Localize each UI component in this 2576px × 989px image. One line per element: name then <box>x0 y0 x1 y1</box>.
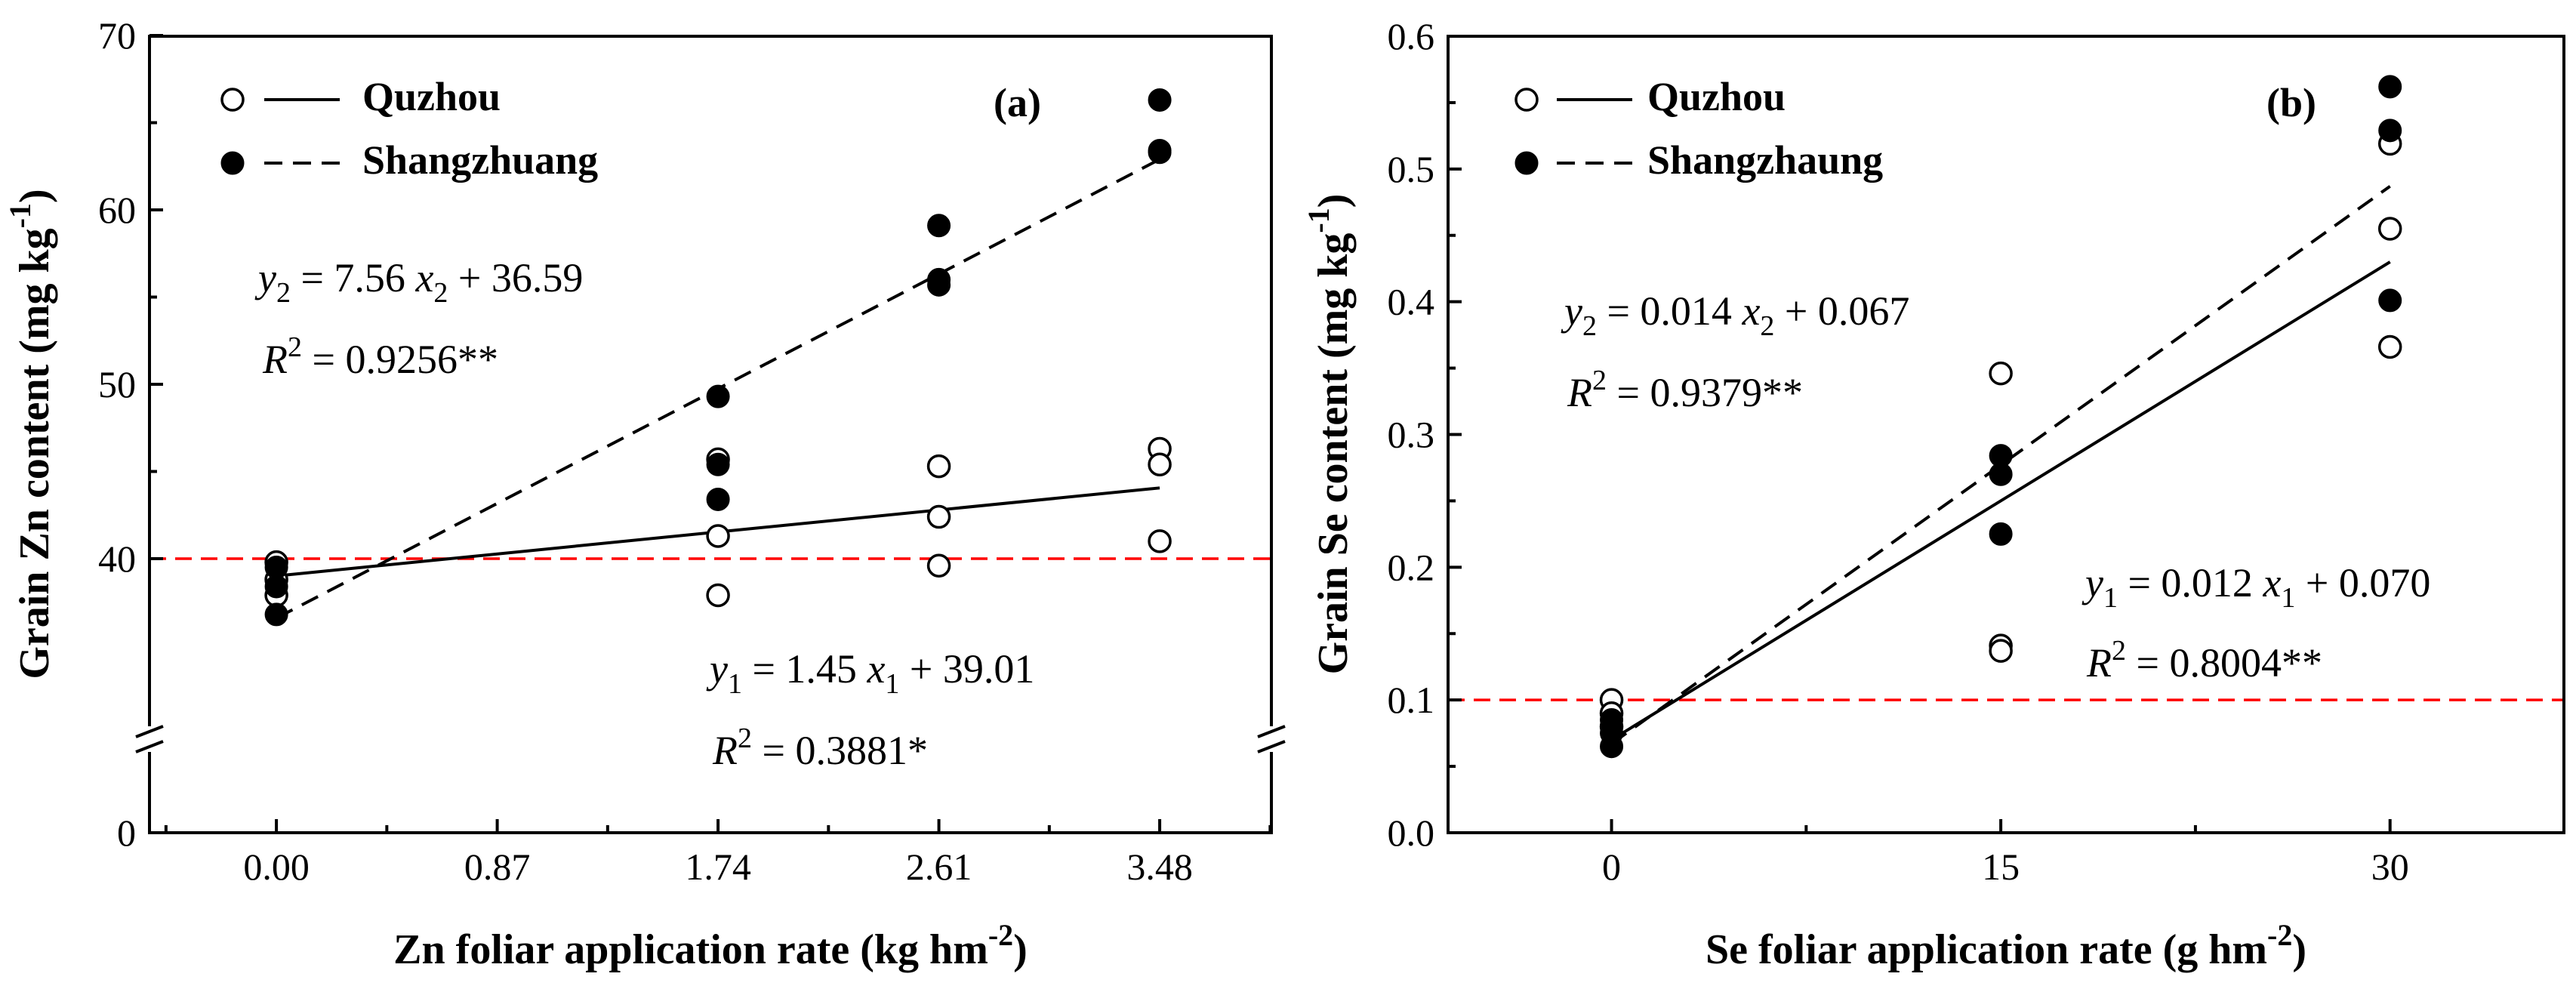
fit-lines-b <box>1610 185 2391 745</box>
legend-b-quzhou-marker <box>1514 88 1539 112</box>
y-tick-label-b-2: 0.2 <box>1388 546 1435 588</box>
panel-b: 0 15 30 0.0 0.1 0.2 0.3 0.4 0.5 0.6 Quzhou Shang… <box>1302 15 2565 973</box>
equation-b-y2: y2 = 0.014 x2 + 0.067 <box>1561 288 1909 342</box>
legend-a-shangzhuang-marker <box>220 151 245 175</box>
point-a-quzhou-4 <box>706 524 730 548</box>
point-b-shangzhaung-4 <box>1989 462 2013 486</box>
legend-b: Quzhou Shangzhaung <box>1514 74 1883 183</box>
y-ticks-a: 0 40 50 60 70 <box>98 14 163 854</box>
point-a-shangzhuang-1 <box>264 575 288 599</box>
point-b-shangzhaung-7 <box>2378 119 2402 143</box>
equation-b-r2-2: R2 = 0.9379** <box>1567 365 1803 415</box>
point-a-quzhou-5 <box>706 583 730 608</box>
point-a-shangzhuang-6 <box>927 214 951 238</box>
legend-a-quzhou-marker <box>220 88 245 112</box>
x-tick-label-b-1: 15 <box>1982 846 2020 888</box>
y-tick-label-b-5: 0.5 <box>1388 148 1435 190</box>
x-ticks-a: 0.00 0.87 1.74 2.61 3.48 <box>164 819 1272 888</box>
y-ticks-b: 0.0 0.1 0.2 0.3 0.4 0.5 0.6 <box>1388 15 1462 854</box>
y-tick-label-b-6: 0.6 <box>1388 15 1435 57</box>
y-tick-label-b-0: 0.0 <box>1388 812 1435 854</box>
plot-frame-a <box>148 35 1273 834</box>
point-a-quzhou-11 <box>1148 529 1172 553</box>
x-tick-label-b-2: 30 <box>2371 846 2409 888</box>
point-a-shangzhuang-0 <box>264 556 288 580</box>
data-points-a <box>264 88 1172 627</box>
point-a-shangzhuang-2 <box>264 602 288 627</box>
axis-break-mark-left-2 <box>135 740 164 753</box>
y-tick-label-b-4: 0.4 <box>1388 281 1435 323</box>
x-tick-label-a-4: 3.48 <box>1126 846 1193 888</box>
x-tick-label-a-2: 1.74 <box>685 846 751 888</box>
point-a-quzhou-6 <box>926 454 951 479</box>
axis-break-mark-right-1 <box>1257 725 1286 738</box>
point-b-quzhou-3 <box>1989 361 2013 386</box>
point-a-quzhou-7 <box>926 504 951 529</box>
axis-break-mark-left-1 <box>135 725 164 738</box>
point-a-quzhou-10 <box>1148 452 1172 477</box>
panel-label-b: (b) <box>2266 80 2316 125</box>
x-tick-label-b-0: 0 <box>1602 846 1621 888</box>
fit-line-b-quzhou <box>1610 260 2391 741</box>
axis-break-mark-right-2 <box>1257 740 1286 753</box>
equation-a-y2: y2 = 7.56 x2 + 36.59 <box>254 255 583 309</box>
equation-b-y1: y1 = 0.012 x1 + 0.070 <box>2081 560 2430 614</box>
x-tick-label-a-1: 0.87 <box>464 846 531 888</box>
legend-b-shangzhaung-marker <box>1514 151 1539 175</box>
x-axis-label-a: Zn foliar application rate (kg hm-2) <box>393 918 1028 973</box>
point-b-quzhou-7 <box>2377 217 2402 241</box>
point-a-shangzhuang-9 <box>1148 88 1172 112</box>
point-a-shangzhuang-5 <box>706 487 730 511</box>
legend-a: Quzhou Shangzhuang <box>220 74 598 183</box>
y-axis-label-a: Grain Zn content (mg kg-1) <box>3 189 58 679</box>
y-tick-label-b-1: 0.1 <box>1388 679 1435 721</box>
equation-a-y1: y1 = 1.45 x1 + 39.01 <box>706 646 1034 700</box>
equation-b-r2-1: R2 = 0.8004** <box>2086 635 2322 686</box>
point-b-shangzhaung-8 <box>2378 288 2402 313</box>
fit-line-b-shangzhaung <box>1610 185 2391 745</box>
panel-a: 0.00 0.87 1.74 2.61 3.48 0 40 50 60 70 Quzhou Sh… <box>3 14 1286 973</box>
y-axis-label-b: Grain Se content (mg kg-1) <box>1302 194 1357 675</box>
point-b-shangzhaung-6 <box>2378 75 2402 99</box>
x-ticks-b: 0 15 30 <box>1602 819 2409 888</box>
equation-a-r2-2: R2 = 0.9256** <box>262 331 498 382</box>
point-a-shangzhuang-4 <box>706 452 730 476</box>
y-tick-label-b-3: 0.3 <box>1388 414 1435 456</box>
legend-a-shangzhuang-label: Shangzhuang <box>362 137 598 183</box>
y-tick-label-a-2: 50 <box>98 363 136 405</box>
point-a-shangzhuang-11 <box>1148 140 1172 165</box>
y-tick-label-a-0: 0 <box>117 812 136 854</box>
y-tick-label-a-4: 70 <box>98 14 136 57</box>
x-axis-label-b: Se foliar application rate (g hm-2) <box>1706 918 2306 973</box>
x-tick-label-a-3: 2.61 <box>906 846 972 888</box>
point-a-shangzhuang-8 <box>927 273 951 297</box>
point-b-quzhou-5 <box>1989 639 2013 663</box>
point-a-quzhou-8 <box>926 553 951 578</box>
y-tick-label-a-1: 40 <box>98 538 136 580</box>
legend-b-shangzhaung-label: Shangzhaung <box>1647 137 1883 183</box>
point-b-shangzhaung-2 <box>1600 735 1624 759</box>
equation-a-r2-1: R2 = 0.3881* <box>712 722 928 773</box>
point-b-quzhou-8 <box>2377 334 2402 359</box>
y-tick-label-a-3: 60 <box>98 189 136 231</box>
x-tick-label-a-0: 0.00 <box>243 846 310 888</box>
panel-label-a: (a) <box>994 80 1041 125</box>
legend-a-quzhou-label: Quzhou <box>362 74 501 119</box>
point-b-shangzhaung-5 <box>1989 522 2013 546</box>
data-points-b <box>1599 75 2402 759</box>
point-a-shangzhuang-3 <box>706 384 730 408</box>
legend-b-quzhou-label: Quzhou <box>1647 74 1786 119</box>
